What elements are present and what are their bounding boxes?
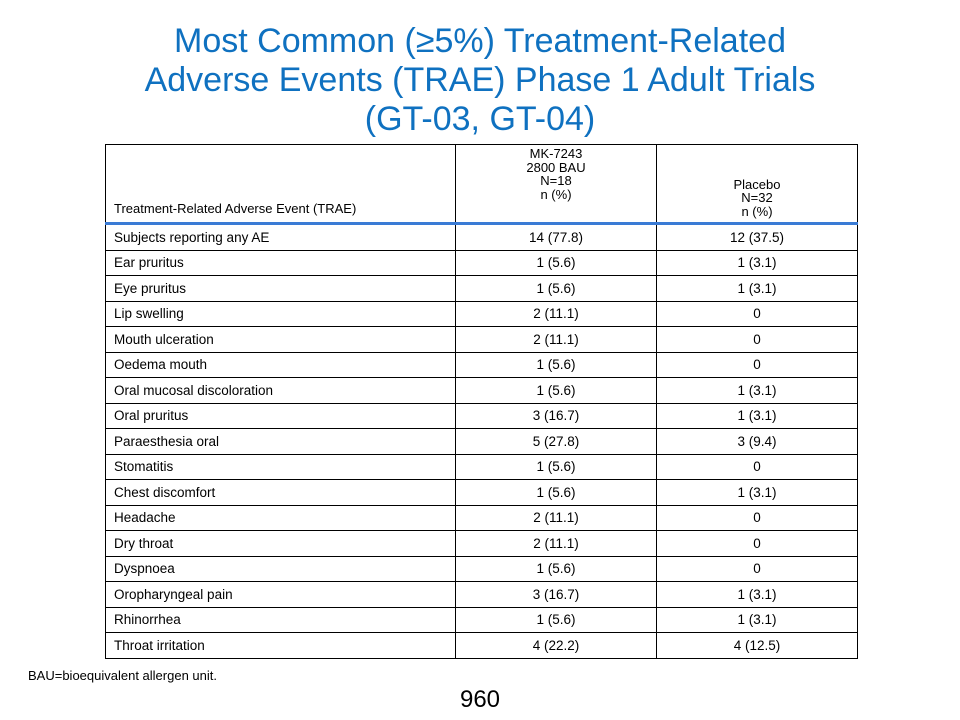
cell-placebo: 1 (3.1) (656, 479, 858, 506)
table-row: Chest discomfort 1 (5.6) 1 (3.1) (105, 479, 858, 506)
cell-placebo: 1 (3.1) (656, 377, 858, 404)
cell-event: Oropharyngeal pain (105, 581, 456, 608)
cell-event: Lip swelling (105, 300, 456, 327)
table-row: Oral mucosal discoloration 1 (5.6) 1 (3.1) (105, 377, 858, 404)
header-placebo-line2: N=32 (741, 190, 773, 205)
header-active-line1: MK-7243 (529, 146, 583, 161)
cell-active: 1 (5.6) (455, 275, 657, 302)
cell-placebo: 12 (37.5) (656, 223, 858, 251)
header-event: Treatment-Related Adverse Event (TRAE) (105, 144, 456, 225)
table-row: Stomatitis 1 (5.6) 0 (105, 453, 858, 480)
title-line-1: Most Common (≥5%) Treatment-Related (174, 22, 786, 60)
cell-placebo: 0 (656, 530, 858, 557)
cell-event: Oral mucosal discoloration (105, 377, 456, 404)
cell-event: Mouth ulceration (105, 326, 456, 353)
cell-placebo: 0 (656, 326, 858, 353)
cell-placebo: 1 (3.1) (656, 249, 858, 276)
table-row: Eye pruritus 1 (5.6) 1 (3.1) (105, 275, 858, 302)
cell-event: Stomatitis (105, 453, 456, 480)
cell-placebo: 0 (656, 300, 858, 327)
table-row: Throat irritation 4 (22.2) 4 (12.5) (105, 632, 858, 659)
title-line-3: (GT-03, GT-04) (364, 100, 596, 138)
table-row: Paraesthesia oral 5 (27.8) 3 (9.4) (105, 428, 858, 455)
table-row: Subjects reporting any AE 14 (77.8) 12 (37… (105, 223, 858, 251)
cell-active: 2 (11.1) (455, 504, 657, 531)
table-row: Oral pruritus 3 (16.7) 1 (3.1) (105, 402, 858, 429)
slide-title: Most Common (≥5%) Treatment-Related Adve… (60, 22, 900, 139)
cell-event: Headache (105, 504, 456, 531)
cell-event: Subjects reporting any AE (105, 223, 456, 251)
table-row: Oropharyngeal pain 3 (16.7) 1 (3.1) (105, 581, 858, 608)
cell-event: Ear pruritus (105, 249, 456, 276)
adverse-events-table: Treatment-Related Adverse Event (TRAE) M… (105, 144, 858, 659)
cell-event: Throat irritation (105, 632, 456, 659)
cell-placebo: 1 (3.1) (656, 402, 858, 429)
cell-active: 3 (16.7) (455, 402, 657, 429)
table-row: Ear pruritus 1 (5.6) 1 (3.1) (105, 249, 858, 276)
cell-placebo: 4 (12.5) (656, 632, 858, 659)
title-line-2: Adverse Events (TRAE) Phase 1 Adult Tria… (144, 61, 816, 99)
cell-active: 1 (5.6) (455, 453, 657, 480)
header-active-arm: MK-7243 2800 BAU N=18 n (%) (455, 144, 657, 225)
cell-active: 4 (22.2) (455, 632, 657, 659)
header-placebo-arm: Placebo N=32 n (%) (656, 144, 858, 225)
cell-active: 1 (5.6) (455, 377, 657, 404)
cell-active: 1 (5.6) (455, 606, 657, 633)
table-row: Dyspnoea 1 (5.6) 0 (105, 555, 858, 582)
cell-active: 5 (27.8) (455, 428, 657, 455)
cell-active: 1 (5.6) (455, 479, 657, 506)
table-row: Rhinorrhea 1 (5.6) 1 (3.1) (105, 606, 858, 633)
header-active-line2: 2800 BAU (526, 159, 586, 175)
cell-event: Paraesthesia oral (105, 428, 456, 455)
table-row: Headache 2 (11.1) 0 (105, 504, 858, 531)
cell-event: Oedema mouth (105, 351, 456, 378)
table-row: Oedema mouth 1 (5.6) 0 (105, 351, 858, 378)
cell-active: 14 (77.8) (455, 223, 657, 251)
cell-event: Eye pruritus (105, 275, 456, 302)
cell-event: Dry throat (105, 530, 456, 557)
table-row: Lip swelling 2 (11.1) 0 (105, 300, 858, 327)
cell-active: 3 (16.7) (455, 581, 657, 608)
cell-active: 1 (5.6) (455, 249, 657, 276)
cell-placebo: 0 (656, 351, 858, 378)
cell-active: 1 (5.6) (455, 351, 657, 378)
cell-placebo: 3 (9.4) (656, 428, 858, 455)
cell-event: Rhinorrhea (105, 606, 456, 633)
header-placebo-line1: Placebo (733, 176, 781, 192)
cell-placebo: 0 (656, 504, 858, 531)
cell-event: Oral pruritus (105, 402, 456, 429)
table-body: Subjects reporting any AE 14 (77.8) 12 (37… (105, 223, 858, 659)
cell-placebo: 0 (656, 453, 858, 480)
table-row: Dry throat 2 (11.1) 0 (105, 530, 858, 557)
header-placebo-line3: n (%) (741, 203, 773, 219)
header-active-line4: n (%) (540, 186, 572, 202)
footnote: BAU=bioequivalent allergen unit. (28, 668, 217, 683)
cell-active: 2 (11.1) (455, 326, 657, 353)
cell-placebo: 1 (3.1) (656, 606, 858, 633)
header-active-line3: N=18 (540, 173, 572, 188)
cell-event: Chest discomfort (105, 479, 456, 506)
slide-number: 960 (459, 686, 501, 713)
cell-event: Dyspnoea (105, 555, 456, 582)
cell-active: 2 (11.1) (455, 530, 657, 557)
cell-placebo: 1 (3.1) (656, 581, 858, 608)
cell-placebo: 1 (3.1) (656, 275, 858, 302)
table-header-row: Treatment-Related Adverse Event (TRAE) M… (105, 144, 858, 225)
cell-placebo: 0 (656, 555, 858, 582)
cell-active: 1 (5.6) (455, 555, 657, 582)
table-row: Mouth ulceration 2 (11.1) 0 (105, 326, 858, 353)
cell-active: 2 (11.1) (455, 300, 657, 327)
